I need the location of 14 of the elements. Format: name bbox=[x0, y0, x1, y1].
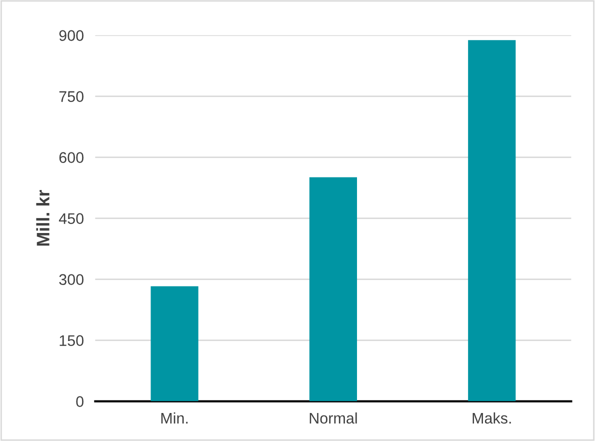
y-axis-title: Mill. kr bbox=[36, 190, 50, 246]
x-tick-label: Maks. bbox=[472, 412, 511, 424]
x-tick-label: Min. bbox=[161, 412, 188, 424]
y-tick-label: 300 bbox=[59, 274, 84, 285]
bar bbox=[150, 286, 198, 402]
bar bbox=[309, 177, 357, 402]
bar bbox=[468, 40, 516, 402]
y-tick-label: 750 bbox=[59, 91, 84, 102]
y-tick-label: 900 bbox=[59, 30, 84, 41]
y-tick-label: 0 bbox=[76, 396, 84, 407]
y-tick-label: 600 bbox=[59, 152, 84, 163]
y-tick-label: 450 bbox=[58, 213, 84, 224]
x-tick-label: Normal bbox=[310, 412, 357, 424]
y-tick-label: 150 bbox=[60, 335, 84, 346]
